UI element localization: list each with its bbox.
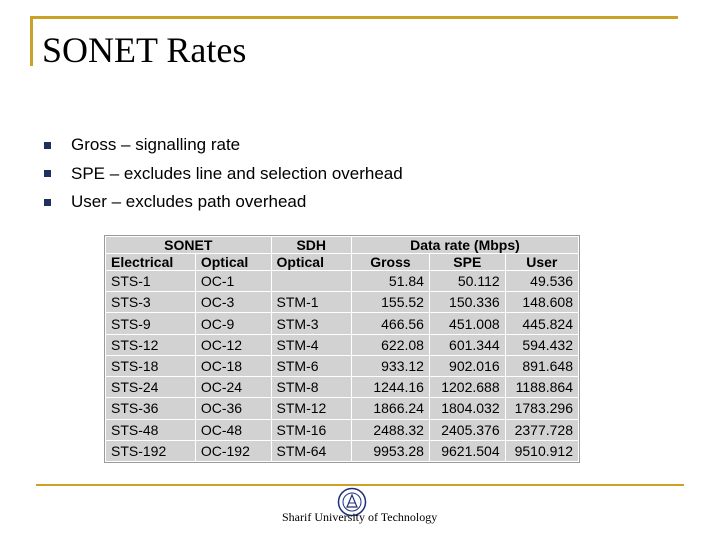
table-row: STS-36 OC-36 STM-12 1866.24 1804.032 1783.296	[105, 397, 580, 420]
title-frame-left-border	[30, 16, 33, 66]
table-cell	[270, 269, 352, 293]
footer-institution: Sharif University of Technology	[282, 510, 438, 524]
table-cell: STM-64	[270, 439, 352, 463]
table-row: STS-3 OC-3 STM-1 155.52 150.336 148.608	[105, 291, 580, 314]
table-cell: STS-48	[105, 418, 196, 441]
table-cell: OC-48	[194, 418, 272, 441]
table-row: STS-24 OC-24 STM-8 1244.16 1202.688 1188.864	[105, 376, 580, 399]
table-cell: STM-12	[270, 397, 352, 420]
square-bullet-icon	[44, 141, 51, 149]
table-cell: 2405.376	[428, 418, 506, 441]
table-cell: 2377.728	[504, 418, 580, 441]
table-cell: 622.08	[350, 333, 430, 356]
table-row: STS-9 OC-9 STM-3 466.56 451.008 445.824	[105, 312, 580, 335]
table-cell: 1804.032	[428, 397, 506, 420]
table-cell: OC-18	[194, 354, 272, 378]
table-cell: 51.84	[350, 269, 430, 293]
column-header-sdh-optical: Optical	[270, 253, 352, 271]
table-cell: 1244.16	[350, 376, 430, 399]
bullet-item: User – excludes path overhead	[42, 188, 403, 217]
title-frame-top-border	[30, 16, 678, 19]
table-cell: STM-3	[270, 312, 352, 335]
square-bullet-icon	[44, 198, 51, 206]
table-cell: OC-192	[194, 439, 272, 463]
table-cell: STS-9	[105, 312, 196, 335]
table-cell: STM-4	[270, 333, 352, 356]
table-cell: 445.824	[504, 312, 580, 335]
table-cell: OC-36	[194, 397, 272, 420]
table-cell: 49.536	[504, 269, 580, 293]
table-cell: OC-3	[194, 291, 272, 314]
table-cell: OC-9	[194, 312, 272, 335]
table-cell: 1202.688	[428, 376, 506, 399]
column-header-optical: Optical	[194, 253, 272, 271]
column-header-electrical: Electrical	[105, 253, 196, 271]
table-cell: STM-1	[270, 291, 352, 314]
table-cell: OC-1	[194, 269, 272, 293]
column-header-gross: Gross	[350, 253, 430, 271]
table-cell: 9953.28	[350, 439, 430, 463]
table-cell: 150.336	[428, 291, 506, 314]
table-row: STS-192 OC-192 STM-64 9953.28 9621.504 9510.9…	[105, 439, 580, 463]
table-cell: 891.648	[504, 354, 580, 378]
table-cell: 594.432	[504, 333, 580, 356]
header-sonet: SONET	[105, 236, 272, 254]
footer-divider	[36, 484, 684, 486]
table-cell: STS-18	[105, 354, 196, 378]
sonet-rates-table: SONET SDH Data rate (Mbps) Electrical Op…	[104, 235, 580, 463]
table-cell: 902.016	[428, 354, 506, 378]
table-cell: 2488.32	[350, 418, 430, 441]
table-row: STS-18 OC-18 STM-6 933.12 902.016 891.648	[105, 354, 580, 378]
square-bullet-icon	[44, 170, 51, 178]
table-cell: 933.12	[350, 354, 430, 378]
table-cell: 9510.912	[504, 439, 580, 463]
table-cell: 9621.504	[428, 439, 506, 463]
table-cell: 1866.24	[350, 397, 430, 420]
table-cell: STS-3	[105, 291, 196, 314]
bullet-item: Gross – signalling rate	[42, 131, 403, 160]
slide-title: SONET Rates	[42, 30, 247, 70]
table-cell: 155.52	[350, 291, 430, 314]
table-cell: 601.344	[428, 333, 506, 356]
table-cell: STM-6	[270, 354, 352, 378]
table-cell: STM-8	[270, 376, 352, 399]
column-header-spe: SPE	[428, 253, 506, 271]
university-seal-icon	[337, 487, 367, 517]
table-cell: 1188.864	[504, 376, 580, 399]
table-cell: STS-1	[105, 269, 196, 293]
table-cell: STS-36	[105, 397, 196, 420]
table-cell: STM-16	[270, 418, 352, 441]
table-cell: STS-24	[105, 376, 196, 399]
bullet-item: SPE – excludes line and selection overhe…	[42, 160, 403, 189]
table-cell: 451.008	[428, 312, 506, 335]
bullet-text: User – excludes path overhead	[71, 192, 307, 212]
table-row: STS-1 OC-1 51.84 50.112 49.536	[105, 269, 580, 293]
table-cell: OC-24	[194, 376, 272, 399]
table-cell: STS-12	[105, 333, 196, 356]
table-cell: 1783.296	[504, 397, 580, 420]
table-cell: OC-12	[194, 333, 272, 356]
header-data-rate: Data rate (Mbps)	[350, 236, 580, 254]
column-header-user: User	[504, 253, 580, 271]
header-sdh: SDH	[270, 236, 352, 254]
table-cell: 50.112	[428, 269, 506, 293]
bullet-list: Gross – signalling rate SPE – excludes l…	[42, 131, 403, 217]
table-row: STS-48 OC-48 STM-16 2488.32 2405.376 2377.728	[105, 418, 580, 441]
bullet-text: SPE – excludes line and selection overhe…	[71, 163, 403, 183]
table-body: STS-1 OC-1 51.84 50.112 49.536 STS-3 OC-3 STM-1…	[105, 269, 580, 463]
table-cell: 148.608	[504, 291, 580, 314]
bullet-text: Gross – signalling rate	[71, 135, 241, 155]
table-cell: STS-192	[105, 439, 196, 463]
table-row: STS-12 OC-12 STM-4 622.08 601.344 594.432	[105, 333, 580, 356]
table-cell: 466.56	[350, 312, 430, 335]
